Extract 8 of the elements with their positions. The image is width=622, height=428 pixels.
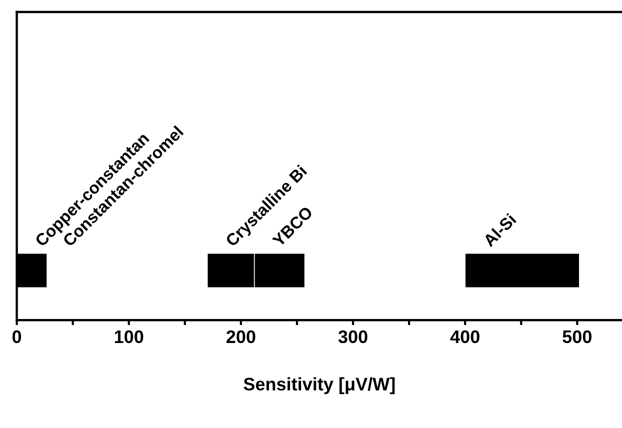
x-axis-title: Sensitivity [μV/W] — [244, 377, 395, 394]
x-tick-label: 400 — [450, 330, 480, 344]
x-tick-label: 100 — [114, 330, 144, 344]
x-tick-label: 500 — [562, 330, 592, 344]
x-tick-label: 200 — [226, 330, 256, 344]
x-tick-label: 300 — [338, 330, 368, 344]
x-tick-label: 0 — [12, 330, 22, 344]
bar — [464, 252, 580, 288]
